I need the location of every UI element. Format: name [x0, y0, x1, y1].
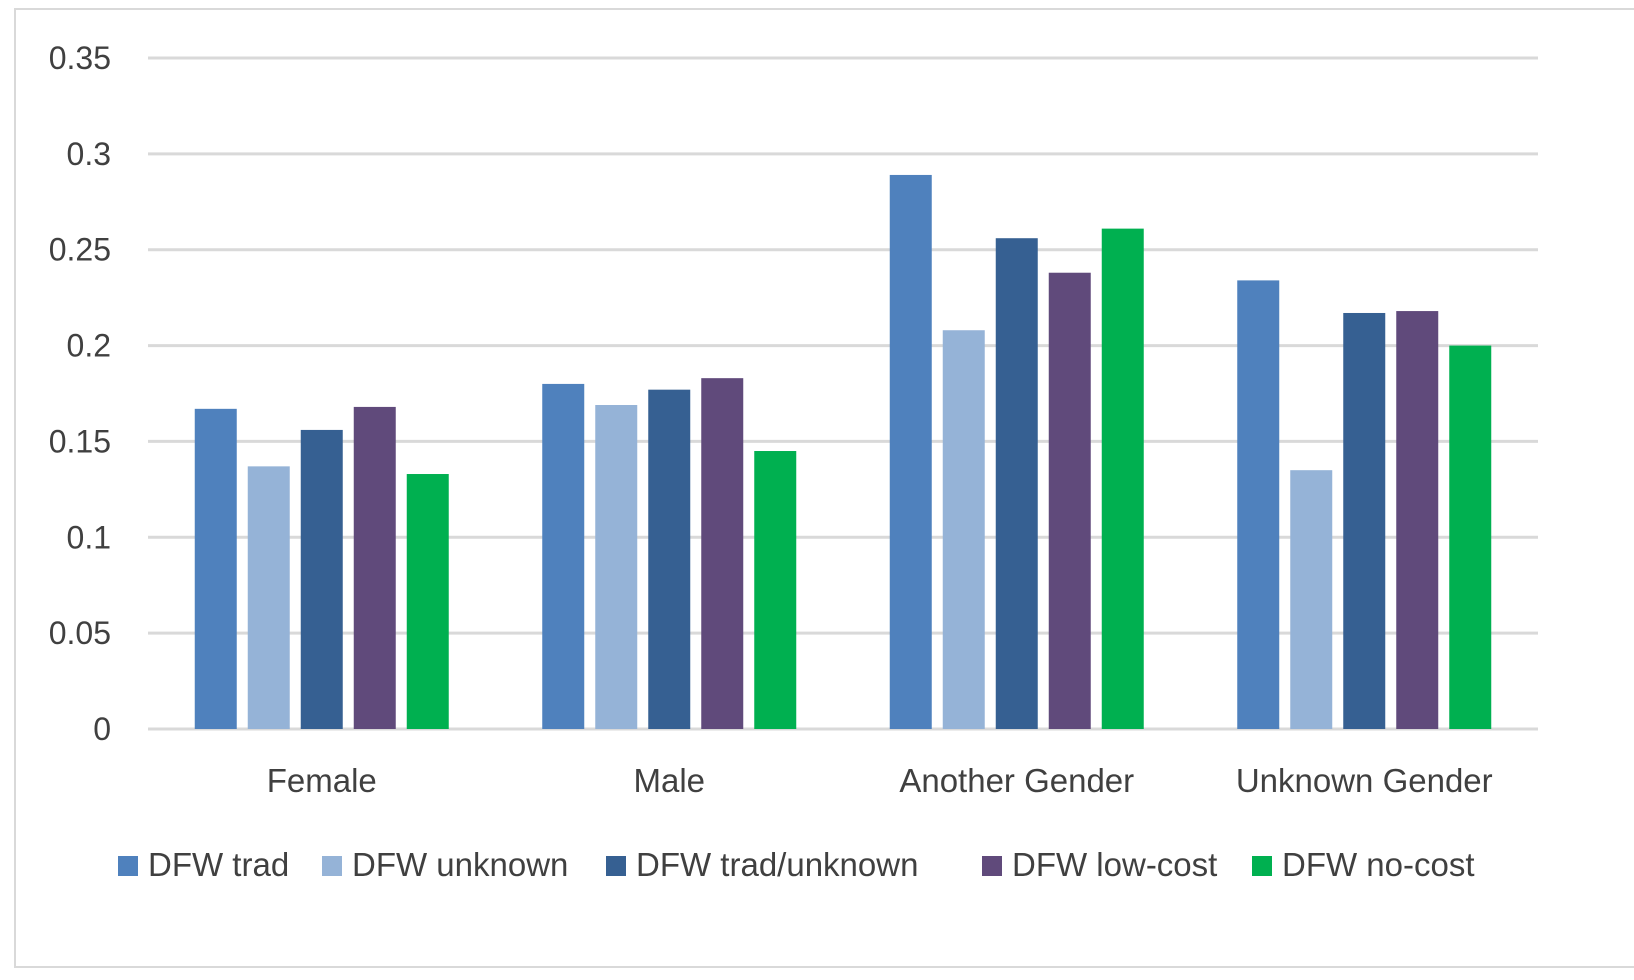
bar-dfw-trad-unknown-another-gender	[995, 238, 1038, 729]
bar-dfw-no-cost-female	[406, 474, 449, 729]
y-tick-label: 0	[93, 711, 111, 747]
y-tick-label: 0.2	[67, 328, 111, 364]
bar-dfw-unknown-another-gender	[942, 330, 985, 729]
bar-dfw-trad-unknown-unknown-gender	[1343, 312, 1386, 729]
legend-label: DFW no-cost	[1282, 846, 1475, 883]
y-axis-ticks: 0 0.05 0.1 0.15 0.2 0.25 0.3 0.35	[49, 40, 111, 747]
legend-swatch	[982, 856, 1002, 876]
x-axis-categories: Female Male Another Gender Unknown Gender	[267, 762, 1493, 799]
y-tick-label: 0.3	[67, 136, 111, 172]
y-tick-label: 0.25	[49, 232, 111, 268]
bar-dfw-low-cost-unknown-gender	[1396, 311, 1439, 729]
y-tick-label: 0.1	[67, 519, 111, 555]
bar-dfw-no-cost-another-gender	[1101, 228, 1144, 729]
x-category-label: Female	[267, 762, 377, 799]
legend: DFW trad DFW unknown DFW trad/unknown DFW l…	[118, 846, 1475, 883]
legend-label: DFW low-cost	[1012, 846, 1217, 883]
bar-dfw-unknown-male	[595, 405, 638, 729]
bar-dfw-trad-unknown-gender	[1237, 280, 1280, 729]
x-category-label: Unknown Gender	[1236, 762, 1493, 799]
y-tick-label: 0.35	[49, 40, 111, 76]
y-tick-label: 0.05	[49, 615, 111, 651]
bar-dfw-trad-female	[194, 408, 237, 729]
legend-swatch	[322, 856, 342, 876]
bar-dfw-trad-another-gender	[889, 174, 932, 730]
x-category-label: Male	[633, 762, 705, 799]
bar-dfw-trad-male	[542, 383, 585, 729]
bar-dfw-no-cost-male	[754, 451, 797, 729]
bars	[194, 174, 1492, 730]
bar-dfw-low-cost-male	[701, 378, 744, 729]
bar-dfw-trad-unknown-female	[300, 429, 343, 729]
bar-dfw-trad-unknown-male	[648, 389, 691, 729]
y-tick-label: 0.15	[49, 423, 111, 459]
legend-label: DFW unknown	[352, 846, 568, 883]
bar-chart: 0 0.05 0.1 0.15 0.2 0.25 0.3 0.35 Female Male Ano…	[49, 40, 1538, 883]
legend-swatch	[1252, 856, 1272, 876]
bar-dfw-low-cost-female	[353, 406, 396, 729]
chart-frame: 0 0.05 0.1 0.15 0.2 0.25 0.3 0.35 Female Male Ano…	[14, 8, 1634, 968]
bar-dfw-low-cost-another-gender	[1048, 272, 1091, 729]
bar-dfw-unknown-female	[247, 466, 290, 729]
legend-swatch	[606, 856, 626, 876]
bar-dfw-unknown-unknown-gender	[1290, 470, 1333, 729]
x-category-label: Another Gender	[899, 762, 1134, 799]
legend-swatch	[118, 856, 138, 876]
legend-label: DFW trad	[148, 846, 289, 883]
legend-label: DFW trad/unknown	[636, 846, 918, 883]
bar-dfw-no-cost-unknown-gender	[1449, 345, 1492, 729]
